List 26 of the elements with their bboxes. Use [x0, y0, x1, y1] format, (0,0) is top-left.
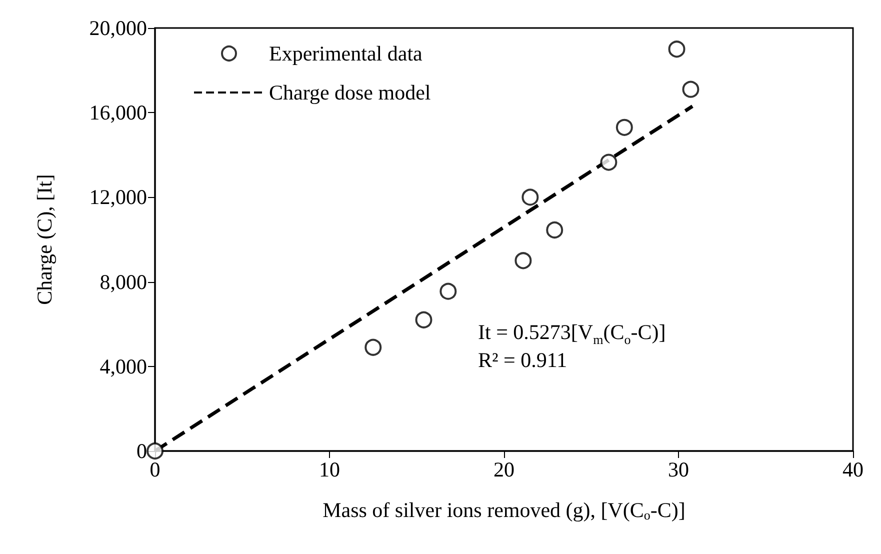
x-tick-label: 20: [494, 458, 514, 482]
x-tick-label: 30: [668, 458, 689, 482]
x-axis-title: Mass of silver ions removed (g), [V(Co-C)]: [322, 498, 686, 522]
y-tick-label: 16,000: [89, 100, 147, 125]
point: [415, 311, 432, 328]
point: [546, 221, 564, 238]
x-tick-label: 10: [319, 458, 340, 482]
y-tick-label: 8,000: [100, 270, 147, 294]
point: [514, 252, 532, 270]
y-tick-label: 20,000: [89, 16, 147, 40]
point: [522, 188, 539, 206]
x-tick-label: 40: [842, 458, 864, 482]
point: [682, 80, 700, 98]
legend-label: Charge dose model: [269, 80, 431, 104]
legend-label: Experimental data: [269, 42, 424, 66]
point: [440, 282, 457, 300]
point: [616, 118, 633, 136]
point: [146, 442, 164, 460]
y-tick-label: 12,000: [89, 185, 147, 210]
annotation: R² = 0.911: [478, 348, 568, 372]
point: [668, 40, 686, 58]
point: [600, 154, 618, 171]
y-axis-title: Charge (C), [It]: [32, 174, 56, 305]
y-tick-label: 0: [136, 439, 147, 463]
point: [364, 338, 382, 356]
y-tick-label: 4,000: [100, 354, 147, 378]
